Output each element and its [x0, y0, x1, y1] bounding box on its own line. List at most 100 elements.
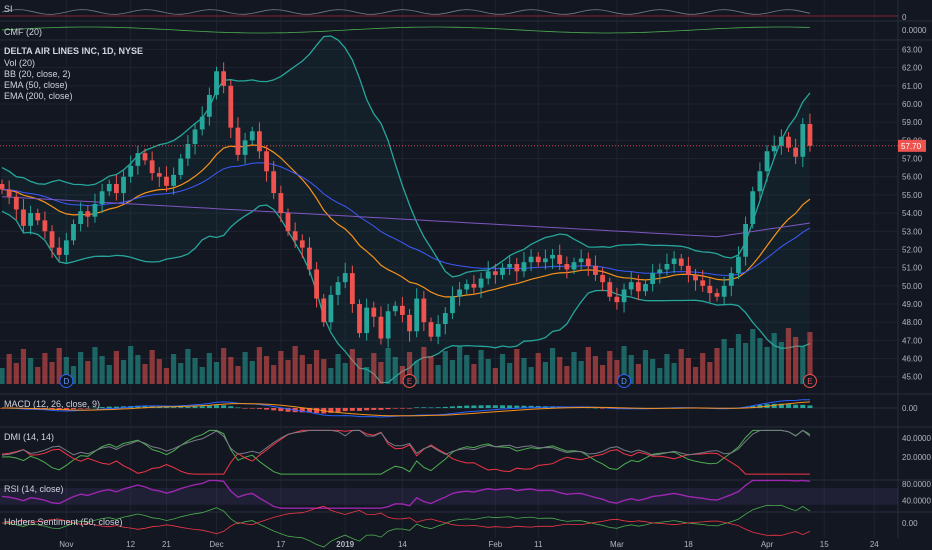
volume-bar [743, 343, 749, 384]
candle-body [614, 296, 620, 303]
ema200b-line [1, 196, 811, 238]
macd-histogram-bar [371, 408, 377, 410]
x-tick-label: 15 [820, 540, 829, 549]
macd-histogram-bar [750, 405, 756, 408]
macd-histogram-bar [514, 405, 520, 408]
event-marker-label: E [807, 377, 812, 386]
macd-histogram-bar [378, 408, 384, 410]
volume-bar [20, 349, 27, 384]
volume-bar [135, 355, 141, 384]
macd-histogram-bar [221, 405, 227, 408]
macd-histogram-bar [349, 408, 355, 411]
macd-histogram-bar [421, 407, 427, 408]
candle-body [514, 264, 520, 272]
x-tick-label: 21 [162, 540, 171, 549]
legend-bb[interactable]: BB (20, close, 2) [4, 69, 71, 79]
volume-bar [6, 354, 12, 384]
candle-body [192, 129, 198, 144]
macd-histogram-bar [285, 408, 291, 412]
volume-bar [335, 354, 341, 384]
candle-body [657, 269, 663, 274]
candle-body [492, 271, 498, 275]
candle-body [271, 171, 277, 194]
si-zero-label: 0 [902, 13, 907, 22]
candle-body [299, 240, 305, 248]
volume-bar [321, 359, 327, 384]
macd-histogram-bar [328, 408, 334, 413]
volume-bar [549, 348, 556, 384]
candle-body [578, 258, 584, 263]
last-price-tag-bg [898, 139, 926, 152]
candle-body [78, 211, 84, 224]
candle-body [85, 211, 91, 217]
candle-body [206, 94, 212, 117]
x-tick-label: 17 [276, 540, 285, 549]
candle-body [99, 191, 105, 204]
candle-body [164, 176, 169, 186]
cmf-zero-label: 0.0000 [902, 26, 927, 35]
earnings-marker [802, 374, 817, 388]
volume-bar [106, 365, 112, 384]
rsi-line [1, 479, 811, 509]
volume-bar [92, 347, 98, 384]
legend-ema200[interactable]: EMA (200, close) [4, 91, 73, 101]
candle-body [149, 160, 155, 174]
candle-body [507, 264, 513, 268]
candle-body [743, 224, 748, 257]
candle-body [228, 85, 234, 128]
y-tick-label: 47.00 [902, 336, 923, 345]
candle-body [307, 247, 312, 270]
macd-histogram-bar [206, 405, 212, 408]
candle-body [121, 176, 126, 194]
volume-bar [242, 352, 248, 384]
candle-body [349, 273, 355, 304]
candle-body [364, 307, 370, 334]
candle-body [135, 153, 141, 166]
macd-histogram-bar [99, 407, 105, 408]
last-price-value: 57.70 [901, 142, 922, 151]
volume-bar [49, 362, 55, 384]
legend-ema50[interactable]: EMA (50, close) [4, 80, 68, 90]
macd-histogram-bar [228, 406, 234, 408]
volume-bar [399, 366, 405, 384]
candle-body [292, 231, 298, 241]
rsi-pane-title: RSI (14, close) [4, 484, 64, 494]
volume-bar [206, 353, 212, 384]
macd-histogram-bar [392, 408, 398, 409]
volume-bar [428, 356, 434, 384]
volume-bar [371, 353, 377, 384]
macd-histogram-bar [399, 408, 405, 409]
candle-body [264, 151, 269, 172]
bb-lower-line [1, 204, 811, 384]
macd-histogram-bar [299, 408, 305, 413]
candle-body [0, 184, 5, 190]
volume-bar [721, 339, 727, 384]
volume-bar [299, 355, 305, 384]
y-tick-label: 60.00 [902, 100, 923, 109]
volume-bar [228, 357, 234, 384]
volume-bar [421, 347, 427, 384]
candle-body [314, 269, 319, 299]
volume-bar [392, 357, 398, 384]
volume-bar [128, 346, 134, 384]
ema50-line [1, 144, 811, 298]
macd-histogram-bar [457, 405, 463, 408]
macd-histogram-bar [178, 407, 184, 408]
volume-bar [757, 338, 763, 384]
candle-body [714, 293, 720, 297]
candle-body [686, 265, 691, 275]
macd-histogram-bar [335, 408, 341, 413]
candle-body [235, 127, 241, 155]
macd-histogram-bar [592, 407, 598, 409]
candle-body [428, 322, 434, 337]
candle-body [178, 158, 184, 175]
macd-histogram-bar [478, 405, 484, 408]
candle-body [71, 224, 76, 241]
legend-vol[interactable]: Vol (20) [4, 58, 36, 68]
volume-bar [271, 365, 277, 384]
candle-body [757, 171, 763, 192]
candle-body [35, 213, 41, 221]
volume-bar [235, 366, 241, 384]
candle-body [778, 136, 784, 146]
